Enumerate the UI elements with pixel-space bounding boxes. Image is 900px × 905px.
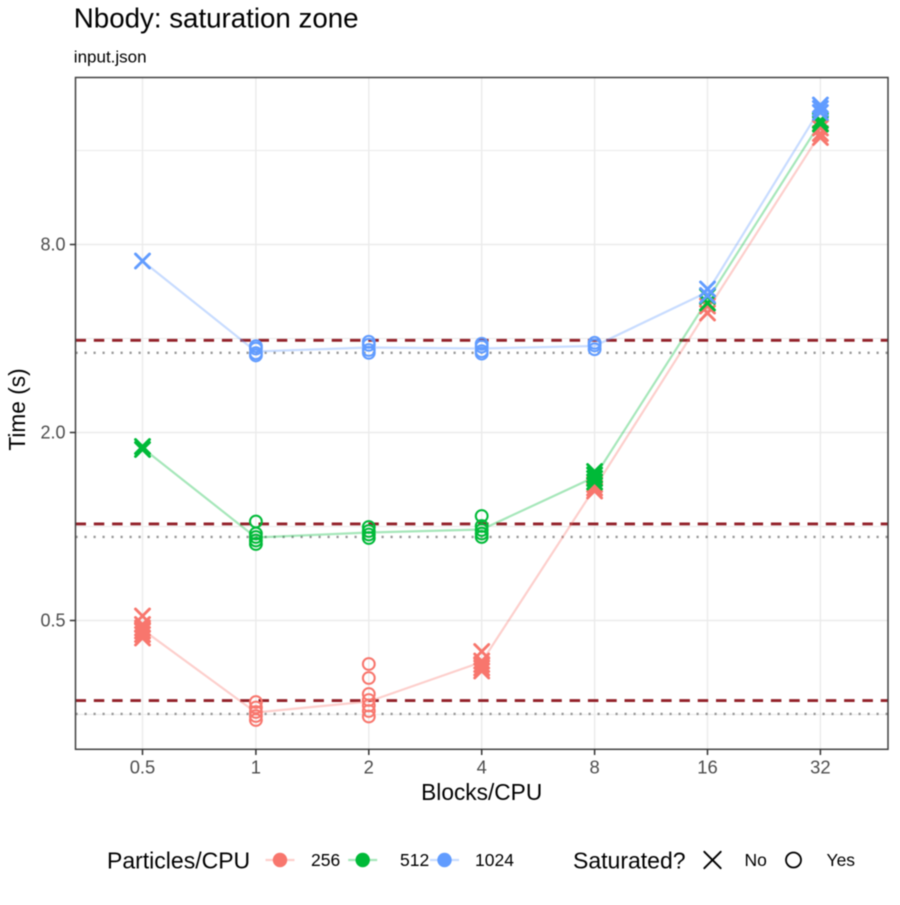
svg-text:Nbody: saturation zone: Nbody: saturation zone — [74, 3, 359, 34]
svg-text:256: 256 — [311, 850, 340, 870]
svg-text:8.0: 8.0 — [40, 235, 65, 255]
svg-text:1024: 1024 — [475, 850, 514, 870]
svg-text:0.5: 0.5 — [40, 611, 65, 631]
svg-text:input.json: input.json — [74, 48, 147, 67]
svg-text:Yes: Yes — [827, 850, 856, 870]
svg-text:0.5: 0.5 — [130, 757, 156, 778]
svg-text:No: No — [745, 850, 767, 870]
svg-text:16: 16 — [697, 757, 717, 778]
svg-text:Time (s): Time (s) — [4, 368, 30, 450]
svg-text:2: 2 — [364, 757, 374, 778]
svg-text:4: 4 — [477, 757, 487, 778]
svg-text:512: 512 — [400, 850, 429, 870]
svg-text:8: 8 — [589, 757, 599, 778]
svg-text:Blocks/CPU: Blocks/CPU — [421, 779, 542, 805]
svg-text:Saturated?: Saturated? — [573, 848, 686, 874]
svg-text:Particles/CPU: Particles/CPU — [107, 848, 250, 874]
svg-text:1: 1 — [251, 757, 261, 778]
svg-text:2.0: 2.0 — [40, 423, 65, 443]
svg-text:32: 32 — [810, 757, 830, 778]
